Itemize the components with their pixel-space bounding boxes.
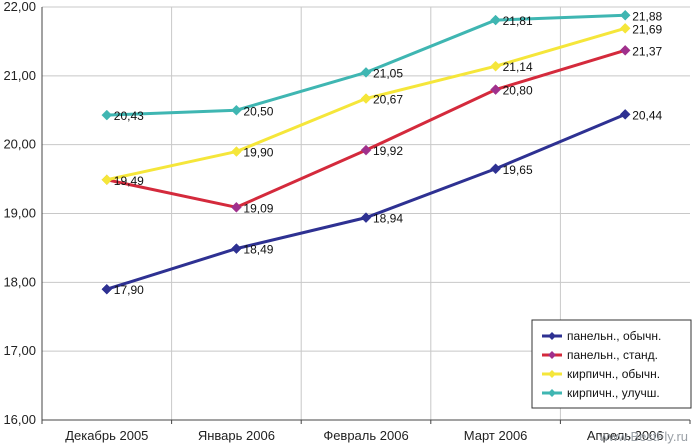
data-label: 21,14	[503, 60, 533, 74]
legend-entry: кирпичн., обычн.	[567, 367, 660, 381]
data-point-marker	[360, 93, 372, 104]
legend-entry: кирпичн., улучш.	[567, 386, 660, 400]
data-label: 19,90	[243, 146, 273, 160]
data-label: 20,67	[373, 93, 403, 107]
data-point-marker	[101, 283, 113, 295]
data-labels: 17,90 18,49 18,94 19,65 20,44 19,49 19,09 19,92…	[114, 9, 663, 297]
data-point-marker	[619, 109, 631, 120]
data-label: 21,69	[632, 22, 662, 36]
legend-marker	[548, 370, 556, 378]
data-label: 20,80	[503, 84, 533, 98]
data-label: 21,81	[503, 14, 533, 28]
data-point-marker	[619, 22, 631, 34]
data-point-marker	[231, 201, 242, 213]
data-point-marker	[231, 104, 242, 116]
series	[101, 9, 631, 295]
data-label: 18,49	[243, 243, 273, 257]
x-tick-label: Январь 2006	[198, 428, 275, 443]
legend-entry: панельн., станд.	[567, 348, 658, 362]
legend-marker	[548, 351, 556, 359]
x-tick-label: Апрель 2006	[587, 428, 664, 443]
data-label: 19,92	[373, 144, 403, 158]
legend: панельн., обычн. панельн., станд. кирпичн.…	[531, 319, 692, 409]
data-point-marker	[101, 174, 113, 186]
data-label: 20,44	[632, 108, 662, 122]
x-tick-label: Февраль 2006	[323, 428, 408, 443]
data-label: 19,65	[503, 163, 533, 177]
data-point-marker	[490, 14, 501, 26]
y-tick-label: 21,00	[3, 68, 36, 83]
data-label: 21,05	[373, 66, 403, 80]
watermark-text: www.BestFly.ru	[598, 429, 688, 444]
legend-marker	[548, 332, 556, 340]
y-tick-labels: 16,00 17,00 18,00 19,00 20,00 21,00 22,00	[3, 0, 36, 427]
data-point-marker	[360, 67, 372, 78]
y-tick-label: 18,00	[3, 274, 36, 289]
y-tick-label: 22,00	[3, 0, 36, 14]
axes	[41, 7, 691, 424]
x-tick-labels: Декабрь 2005 Январь 2006 Февраль 2006 Март …	[65, 428, 663, 443]
x-tick-label: Март 2006	[464, 428, 528, 443]
data-point-marker	[360, 144, 372, 156]
legend-entry: панельн., обычн.	[567, 329, 661, 343]
data-point-marker	[490, 163, 501, 175]
data-point-marker	[619, 45, 631, 56]
data-label: 17,90	[114, 283, 144, 297]
data-point-marker	[231, 243, 242, 254]
data-point-marker	[490, 84, 501, 95]
data-label: 19,09	[243, 201, 273, 215]
series-line	[106, 112, 626, 291]
data-point-marker	[231, 146, 242, 157]
y-tick-label: 17,00	[3, 343, 36, 358]
data-label: 21,37	[632, 44, 662, 58]
data-label: 20,43	[114, 109, 144, 123]
y-tick-label: 19,00	[3, 206, 36, 221]
data-point-marker	[490, 60, 501, 72]
data-label: 18,94	[373, 212, 403, 226]
data-point-marker	[619, 9, 631, 21]
y-tick-label: 20,00	[3, 137, 36, 152]
data-point-marker	[101, 109, 113, 121]
legend-marker	[548, 389, 556, 397]
data-label: 20,50	[243, 104, 273, 118]
data-label: 19,49	[114, 174, 144, 188]
y-tick-label: 16,00	[3, 412, 36, 427]
series-line	[106, 26, 626, 182]
data-point-marker	[360, 212, 372, 223]
x-tick-label: Декабрь 2005	[65, 428, 148, 443]
data-label: 21,88	[632, 9, 662, 23]
